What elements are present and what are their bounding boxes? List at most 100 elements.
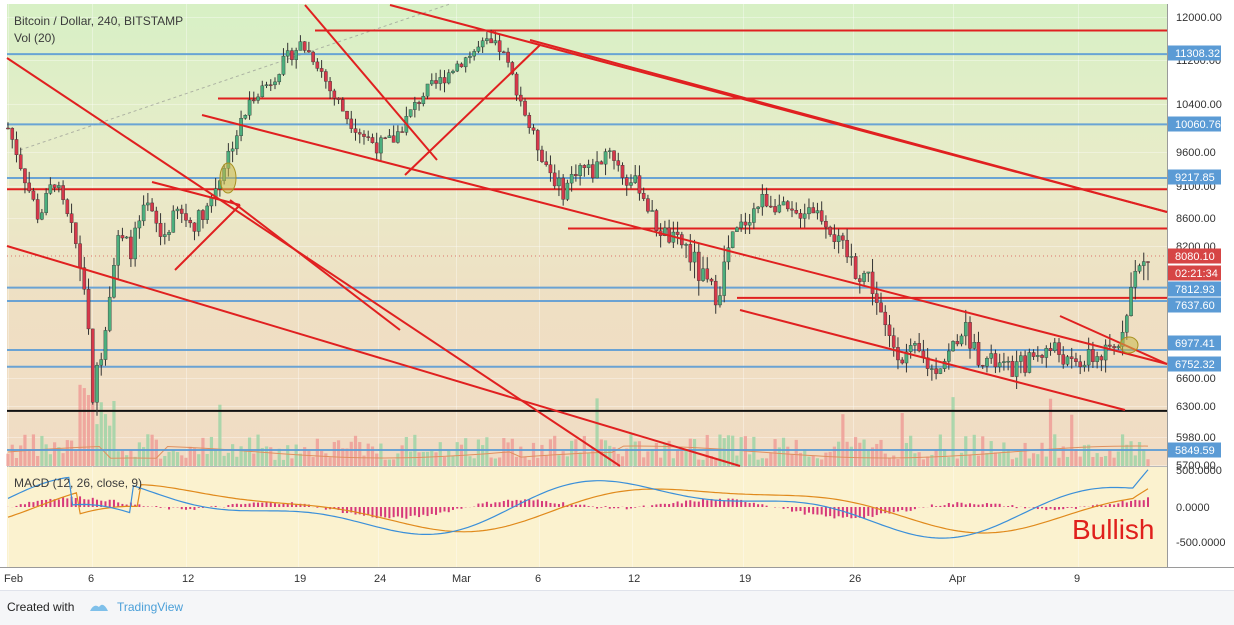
volume-bar — [409, 452, 412, 466]
volume-bar — [28, 449, 31, 466]
candle-body — [642, 193, 645, 198]
volume-bar — [1142, 449, 1145, 466]
volume-bar — [485, 437, 488, 466]
volume-bar — [1070, 415, 1073, 466]
macd-histogram-bar — [28, 502, 30, 507]
macd-histogram-bar — [914, 507, 916, 509]
macd-histogram-bar — [198, 507, 200, 508]
volume-bar — [388, 460, 391, 466]
candle-body — [417, 102, 420, 104]
candle-body — [104, 330, 107, 359]
macd-histogram-bar — [799, 507, 801, 511]
candle-body — [689, 244, 692, 262]
macd-histogram-bar — [507, 500, 509, 507]
macd-histogram-bar — [227, 505, 229, 507]
candle-body — [278, 74, 281, 81]
candle-body — [358, 133, 361, 135]
candle-body — [443, 77, 446, 83]
macd-histogram-bar — [939, 506, 941, 507]
candle-body — [1024, 356, 1027, 373]
volume-bar — [53, 442, 56, 466]
volume-bar — [273, 460, 276, 466]
candle-body — [1032, 353, 1035, 357]
volume-bar — [1108, 450, 1111, 466]
volume-bar — [231, 444, 234, 466]
volume-bar — [443, 457, 446, 466]
macd-histogram-bar — [210, 506, 212, 507]
volume-bar — [426, 452, 429, 466]
candle-body — [350, 119, 353, 129]
volume-bar — [884, 454, 887, 466]
macd-histogram-bar — [808, 507, 810, 513]
tradingview-link[interactable]: TradingView — [117, 600, 183, 614]
candle-body — [862, 273, 865, 281]
volume-bar — [494, 458, 497, 466]
candle-body — [367, 137, 370, 138]
volume-bar — [651, 449, 654, 466]
candle-body — [494, 41, 497, 43]
candle-body — [150, 203, 153, 211]
volume-bar — [1019, 450, 1022, 466]
candle-body — [799, 213, 802, 218]
volume-bar — [981, 436, 984, 466]
candle-body — [710, 279, 713, 281]
volume-bar — [104, 414, 107, 466]
volume-bar — [320, 451, 323, 466]
tradingview-logo-icon[interactable] — [88, 599, 110, 615]
volume-bar — [180, 455, 183, 466]
price-pane-background — [7, 4, 1167, 466]
candle-body — [167, 232, 170, 234]
candle-body — [473, 51, 476, 56]
candle-body — [422, 96, 425, 104]
macd-histogram-bar — [185, 507, 187, 510]
macd-histogram-bar — [1083, 506, 1085, 507]
volume-bar — [820, 459, 823, 466]
macd-histogram-bar — [884, 507, 886, 513]
macd-histogram-bar — [1011, 505, 1013, 507]
macd-histogram-bar — [1041, 507, 1043, 508]
candle-body — [235, 136, 238, 149]
candle-body — [112, 265, 115, 297]
volume-bar — [943, 449, 946, 466]
macd-histogram-bar — [109, 500, 111, 507]
volume-bar — [604, 440, 607, 466]
macd-histogram-bar — [232, 504, 234, 507]
volume-bar — [1125, 445, 1128, 466]
candle-body — [625, 178, 628, 186]
macd-histogram-bar — [838, 507, 840, 516]
candle-body — [600, 162, 603, 164]
macd-histogram-bar — [1045, 507, 1047, 510]
volume-bar — [405, 437, 408, 466]
volume-bar — [1036, 454, 1039, 466]
volume-bar — [676, 450, 679, 466]
candle-body — [70, 214, 73, 223]
candle-body — [19, 155, 22, 169]
volume-bar — [61, 453, 64, 466]
candle-body — [587, 165, 590, 168]
breakout-marker — [1120, 337, 1138, 353]
volume-bar — [235, 457, 238, 466]
candle-body — [646, 199, 649, 212]
volume-bar — [362, 456, 365, 466]
volume-bar — [210, 437, 213, 466]
volume-bar — [337, 440, 340, 466]
candle-body — [867, 272, 870, 273]
volume-bar — [1040, 443, 1043, 466]
candle-body — [595, 162, 598, 178]
candle-body — [765, 194, 768, 206]
volume-bar — [430, 451, 433, 466]
candle-body — [875, 294, 878, 303]
volume-bar — [312, 457, 315, 466]
volume-bar — [896, 459, 899, 466]
candle-body — [638, 176, 641, 194]
candle-body — [1057, 343, 1060, 355]
candle-body — [549, 165, 552, 173]
macd-histogram-bar — [422, 507, 424, 515]
candle-body — [252, 100, 255, 101]
candle-body — [846, 240, 849, 257]
macd-histogram-bar — [605, 506, 607, 507]
volume-bar — [684, 451, 687, 466]
candle-body — [990, 353, 993, 358]
candle-body — [464, 58, 467, 67]
candle-body — [206, 206, 209, 220]
